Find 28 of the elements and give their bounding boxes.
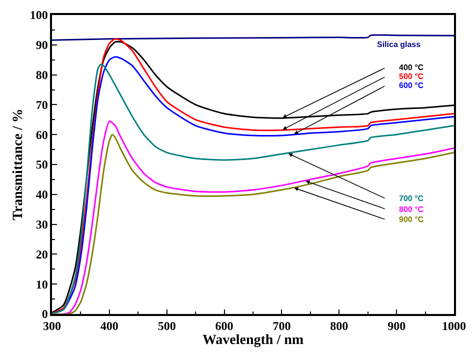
x-tick-label: 600 bbox=[215, 319, 234, 334]
x-tick-label: 900 bbox=[388, 319, 406, 334]
y-tick-label: 50 bbox=[36, 158, 48, 172]
text: 800 °C bbox=[399, 205, 424, 214]
x-tick-label: 500 bbox=[158, 319, 176, 334]
x-tick-label: 800 bbox=[330, 319, 348, 334]
y-tick-label: 30 bbox=[36, 218, 48, 232]
x-axis-title: Wavelength / nm bbox=[202, 333, 304, 348]
y-tick-label: 90 bbox=[36, 38, 48, 52]
y-tick-label: 80 bbox=[36, 68, 48, 82]
y-axis-title: Transmittance / % bbox=[10, 108, 26, 220]
text: 700 °C bbox=[399, 194, 424, 203]
y-tick-label: 20 bbox=[36, 247, 48, 262]
y-tick-label: 60 bbox=[36, 128, 48, 142]
x-tick-label: 400 bbox=[100, 319, 118, 334]
x-tick-label: 300 bbox=[43, 319, 61, 334]
y-tick-label: 40 bbox=[36, 188, 48, 202]
x-tick-label: 700 bbox=[272, 319, 291, 334]
series-label: Silica glass bbox=[377, 40, 422, 49]
text: 400 °C bbox=[399, 63, 424, 72]
text: 500 °C bbox=[399, 72, 424, 81]
y-tick-label: 70 bbox=[36, 98, 48, 112]
text: 900 °C bbox=[399, 215, 424, 224]
text: 600 °C bbox=[399, 81, 424, 90]
y-tick-label: 10 bbox=[36, 277, 48, 292]
y-tick-label: 0 bbox=[42, 307, 48, 322]
y-tick-label: 100 bbox=[30, 8, 48, 22]
x-tick-label: 1000 bbox=[442, 319, 466, 334]
